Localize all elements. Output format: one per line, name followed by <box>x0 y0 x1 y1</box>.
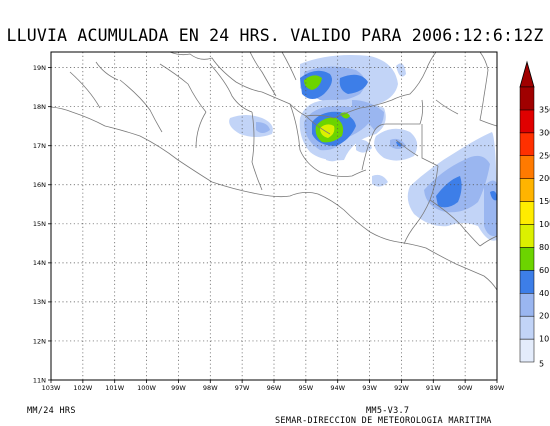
colorbar-swatch <box>519 109 535 134</box>
model-version: MM5-V3.7 <box>366 406 410 416</box>
colorbar-level-label: 40 <box>539 289 549 298</box>
rain-area-level-40 <box>339 74 368 94</box>
lat-tick-label: 13N <box>33 298 46 306</box>
lon-tick-label: 100W <box>137 384 156 392</box>
lon-tick-label: 92W <box>394 384 409 392</box>
axis-ticks: 103W 102W 101W 100W 99W 98W 97W 96W 95W 94W 93W 92W… <box>33 64 505 392</box>
lon-tick-label: 93W <box>362 384 377 392</box>
rain-area-level-60 <box>304 75 322 90</box>
colorbar-level-label: 5 <box>539 360 544 369</box>
colorbar-level-label: 20 <box>539 312 549 321</box>
rain-area-level-40 <box>396 141 402 147</box>
colorbar-level-label: 300 <box>539 128 550 137</box>
lon-tick-label: 99W <box>171 384 186 392</box>
colorbar-swatch <box>519 293 535 317</box>
caribbean-coastline <box>479 52 497 127</box>
lon-tick-label: 96W <box>267 384 282 392</box>
colorbar-level-label: 10 <box>539 335 549 344</box>
colorbar-swatch <box>519 132 535 156</box>
lat-tick-label: 19N <box>33 64 46 72</box>
mexico-state-lines <box>69 52 459 191</box>
lon-tick-label: 89W <box>490 384 505 392</box>
lat-tick-label: 11N <box>33 376 46 384</box>
lon-tick-label: 98W <box>203 384 218 392</box>
rain-area-level-60 <box>340 112 350 119</box>
colorbar-level-label: 60 <box>539 266 549 275</box>
colorbar-swatch <box>519 338 535 363</box>
colorbar-top-arrow <box>519 60 535 88</box>
colorbar-swatch <box>519 315 535 340</box>
rain-shading <box>229 55 497 241</box>
coastlines <box>51 52 497 291</box>
lat-tick-label: 15N <box>33 220 46 228</box>
colorbar-swatch <box>519 224 535 248</box>
colorbar-level-label: 200 <box>539 174 550 183</box>
guatemala-honduras-border <box>403 165 439 245</box>
rain-area-level-80 <box>320 124 335 138</box>
colorbar-swatch <box>519 155 535 179</box>
lon-tick-label: 95W <box>299 384 314 392</box>
colorbar-level-label: 100 <box>539 220 550 229</box>
rain-area-level-10 <box>372 174 388 187</box>
colorbar-level-label: 150 <box>539 197 550 206</box>
honduras-salvador-border <box>429 199 481 247</box>
units-label: MM/24 HRS <box>27 406 76 416</box>
lat-tick-label: 18N <box>33 103 46 111</box>
guatemala-belize-border <box>421 124 439 167</box>
rain-area-level-10 <box>396 63 406 77</box>
rain-area-level-10 <box>356 139 372 153</box>
lat-tick-label: 12N <box>33 337 46 345</box>
rain-area-level-20 <box>352 100 384 130</box>
organization-label: SEMAR-DIRECCION DE METEOROLOGIA MARITIMA <box>275 416 492 426</box>
lon-tick-label: 102W <box>73 384 92 392</box>
lon-tick-label: 94W <box>330 384 345 392</box>
colorbar-level-label: 250 <box>539 151 550 160</box>
lat-tick-label: 16N <box>33 181 46 189</box>
lon-tick-label: 97W <box>235 384 250 392</box>
lon-tick-label: 90W <box>458 384 473 392</box>
colorbar-swatch <box>519 270 535 294</box>
lat-tick-label: 14N <box>33 259 46 267</box>
colorbar-level-label: 350 <box>539 105 550 114</box>
rain-area-level-20 <box>256 122 270 133</box>
rain-area-level-20 <box>484 180 497 237</box>
lon-tick-label: 91W <box>426 384 441 392</box>
mexico-guatemala-border <box>361 99 424 171</box>
lat-tick-label: 17N <box>33 142 46 150</box>
colorbar-swatch <box>519 201 535 225</box>
lon-tick-label: 101W <box>105 384 124 392</box>
pacific-coastline <box>51 106 497 291</box>
lon-tick-label: 103W <box>42 384 61 392</box>
colorbar-swatch <box>519 247 535 271</box>
rain-area-level-40 <box>436 176 462 208</box>
colorbar-swatch <box>519 178 535 202</box>
colorbar-level-label: 80 <box>539 243 549 252</box>
map-title: LLUVIA ACUMULADA EN 24 HRS. VALIDO PARA … <box>6 26 544 45</box>
colorbar: 5 10 20 40 60 80 100 150 200 250 300 350 <box>519 60 550 369</box>
colorbar-swatch <box>519 86 535 111</box>
rain-area-level-40 <box>490 191 497 201</box>
honduras-nicaragua-border <box>479 235 497 247</box>
graticule <box>51 52 497 380</box>
